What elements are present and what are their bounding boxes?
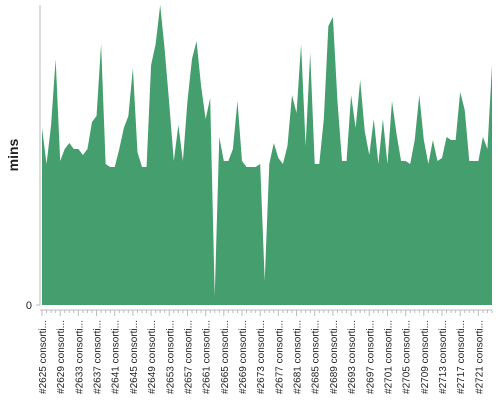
x-tick-label: #2701 consorti... (383, 320, 394, 394)
x-tick-label: #2721 consorti... (474, 320, 485, 394)
area (42, 5, 492, 305)
x-tick-label: #2709 consorti... (420, 320, 431, 394)
x-tick-label: #2637 consorti... (93, 320, 104, 394)
x-tick-label: #2661 consorti... (202, 320, 213, 394)
x-tick-label: #2641 consorti... (111, 320, 122, 394)
y-tick-label: 0 (26, 300, 32, 312)
y-axis-label: mins (5, 138, 21, 171)
x-tick-label: #2693 consorti... (347, 320, 358, 394)
x-tick-label: #2673 consorti... (256, 320, 267, 394)
x-tick-label: #2689 consorti... (329, 320, 340, 394)
x-tick-label: #2713 consorti... (438, 320, 449, 394)
x-tick-label: #2669 consorti... (238, 320, 249, 394)
x-tick-label: #2677 consorti... (274, 320, 285, 394)
x-tick-label: #2653 consorti... (165, 320, 176, 394)
x-tick-label: #2649 consorti... (147, 320, 158, 394)
x-tick-label: #2633 consorti... (74, 320, 85, 394)
x-tick-label: #2717 consorti... (456, 320, 467, 394)
x-tick-label: #2697 consorti... (365, 320, 376, 394)
x-tick-label: #2681 consorti... (293, 320, 304, 394)
x-tick-label: #2629 consorti... (56, 320, 67, 394)
x-tick-label: #2665 consorti... (220, 320, 231, 394)
x-tick-label: #2705 consorti... (402, 320, 413, 394)
x-tick-label: #2685 consorti... (311, 320, 322, 394)
x-tick-label: #2645 consorti... (129, 320, 140, 394)
x-tick-label: #2657 consorti... (183, 320, 194, 394)
x-tick-label: #2625 consorti... (38, 320, 49, 394)
